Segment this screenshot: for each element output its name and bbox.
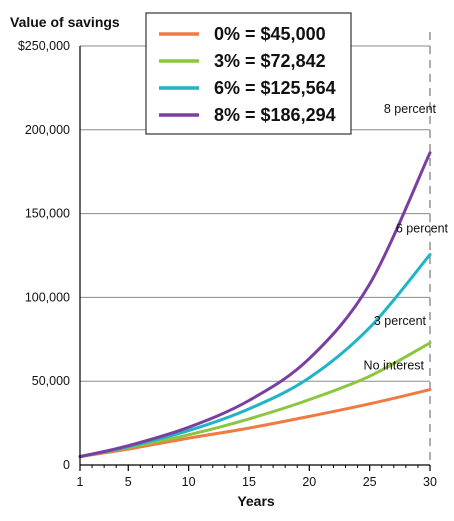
x-tick-label: 5 [125,475,132,489]
legend-label-0: 0% = $45,000 [214,24,326,44]
x-tick-label: 20 [302,475,316,489]
legend-label-3: 8% = $186,294 [214,105,336,125]
series-line-0 [78,388,432,459]
series-annotation-3: 8 percent [384,102,437,116]
x-tick-label: 25 [363,475,377,489]
series-annotation-1: 3 percent [374,314,427,328]
x-tick-label: 30 [423,475,437,489]
x-tick-label: 10 [182,475,196,489]
x-axis-label: Years [237,493,275,509]
legend-label-1: 3% = $72,842 [214,51,326,71]
legend: 0% = $45,000 3% = $72,842 6% = $125,564 8% … [145,12,352,135]
y-tick-label: $250,000 [18,39,70,53]
series-line-3 [78,151,432,459]
y-axis-label: Value of savings [10,14,120,30]
x-tick-label: 1 [77,475,84,489]
x-tick-label: 15 [242,475,256,489]
series-layer [78,151,432,459]
annotation-layer: No interest 3 percent 6 percent 8 percent [364,102,449,373]
legend-label-2: 6% = $125,564 [214,78,336,98]
y-tick-label: 150,000 [25,207,70,221]
y-tick-label: 50,000 [32,374,70,388]
y-tick-label: 0 [63,458,70,472]
series-annotation-0: No interest [364,359,425,373]
y-tick-label: 200,000 [25,123,70,137]
series-annotation-2: 6 percent [396,222,449,236]
y-tick-label: 100,000 [25,290,70,304]
